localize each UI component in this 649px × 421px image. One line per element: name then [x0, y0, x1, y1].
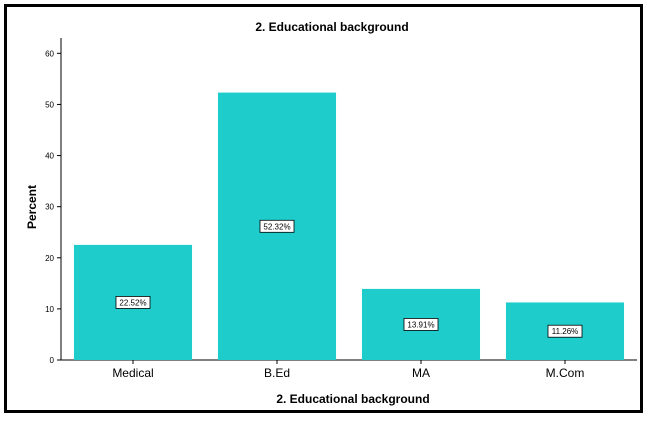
y-tick-label: 20 — [45, 254, 54, 263]
x-tick-label: Medical — [112, 366, 153, 380]
data-label: 52.32% — [263, 222, 290, 231]
x-tick-label: B.Ed — [264, 366, 290, 380]
y-tick-label: 50 — [45, 100, 54, 109]
y-tick-label: 60 — [45, 49, 54, 58]
x-tick-label: M.Com — [546, 366, 585, 380]
plot-area: 0 10 20 30 40 50 60 Medical 22.52% B.Ed 52.32% MA 13… — [45, 38, 637, 380]
chart-title: 2. Educational background — [255, 20, 408, 34]
data-label: 13.91% — [407, 320, 434, 329]
y-tick-label: 30 — [45, 203, 54, 212]
data-label-box — [259, 219, 295, 233]
y-tick-label: 40 — [45, 152, 54, 161]
data-label: 11.26% — [552, 327, 579, 336]
data-label-box — [403, 318, 439, 331]
x-axis-title: 2. Educational background — [276, 392, 429, 406]
y-tick-label: 0 — [50, 356, 55, 365]
data-label: 22.52% — [119, 298, 146, 307]
data-label-box — [547, 324, 583, 338]
x-tick-label: MA — [412, 366, 430, 380]
y-tick-label: 10 — [45, 305, 54, 314]
data-label-box — [115, 296, 151, 309]
y-axis-title: Percent — [25, 185, 39, 229]
